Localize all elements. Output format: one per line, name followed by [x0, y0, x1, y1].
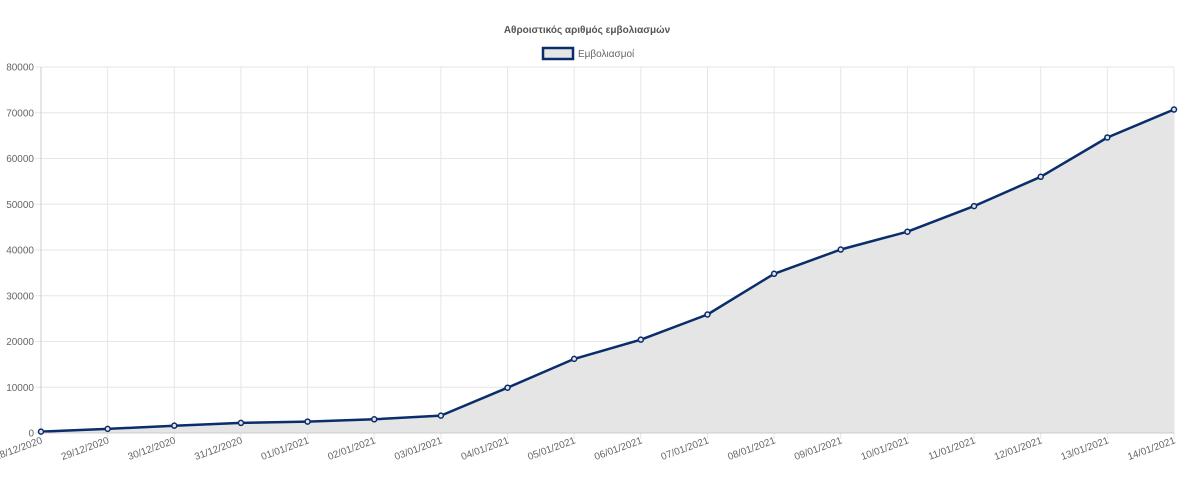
x-tick-label: 05/01/2021	[526, 435, 577, 463]
x-tick-label: 10/01/2021	[860, 435, 911, 463]
x-tick-label: 12/01/2021	[993, 435, 1044, 463]
x-tick-label: 07/01/2021	[660, 435, 711, 463]
data-point	[837, 246, 845, 253]
chart-title: Αθροιστικός αριθμός εμβολιασμών	[504, 25, 671, 36]
data-point	[970, 202, 978, 210]
area-layer	[40, 108, 1175, 433]
x-tick-label: 28/12/2020	[0, 435, 44, 463]
data-point	[570, 355, 578, 363]
data-points	[37, 106, 1178, 435]
data-point	[304, 418, 311, 425]
y-tick-label: 10000	[6, 383, 34, 394]
x-tick-label: 30/12/2020	[127, 435, 178, 463]
x-axis: 28/12/2020 29/12/2020 30/12/2020 31/12/2020…	[0, 432, 1177, 463]
x-tick-label: 11/01/2021	[927, 435, 978, 462]
series-area	[41, 109, 1174, 433]
y-tick-label: 60000	[6, 154, 34, 165]
x-tick-label: 06/01/2021	[593, 435, 644, 463]
data-point	[904, 228, 911, 235]
data-point	[1037, 173, 1044, 181]
data-point	[704, 311, 711, 318]
data-point	[370, 416, 378, 423]
x-tick-label: 08/01/2021	[726, 435, 777, 463]
data-point	[770, 270, 778, 278]
x-tick-label: 31/12/2020	[193, 435, 244, 463]
x-tick-label: 04/01/2021	[460, 435, 511, 463]
y-tick-label: 70000	[6, 108, 34, 119]
y-tick-label: 50000	[6, 200, 34, 211]
y-axis: 0 10000 20000 30000 40000 50000 60000 70000 8000…	[6, 63, 42, 440]
data-point	[504, 384, 511, 391]
data-point	[171, 422, 178, 429]
y-tick-label: 30000	[6, 291, 34, 302]
x-tick-label: 09/01/2021	[793, 435, 844, 463]
x-tick-label: 29/12/2020	[60, 435, 111, 463]
x-tick-label: 03/01/2021	[393, 435, 444, 463]
data-point	[637, 336, 645, 343]
y-tick-label: 40000	[6, 246, 34, 257]
legend[interactable]: Εμβολιασμοί	[541, 46, 635, 61]
data-point	[1170, 106, 1178, 113]
data-point	[437, 412, 445, 419]
x-tick-label: 14/01/2021	[1126, 435, 1177, 463]
x-tick-label: 01/01/2021	[260, 435, 311, 463]
y-tick-label: 0	[28, 429, 34, 440]
x-tick-label: 13/01/2021	[1060, 435, 1111, 463]
data-point	[37, 428, 45, 435]
series-line	[40, 108, 1175, 433]
x-tick-label: 02/01/2021	[326, 435, 377, 463]
legend-swatch	[541, 46, 575, 61]
legend-label: Εμβολιασμοί	[578, 48, 635, 60]
y-tick-label: 80000	[6, 63, 34, 74]
y-tick-label: 20000	[6, 337, 34, 348]
data-point	[1104, 134, 1111, 141]
data-point	[237, 419, 245, 427]
data-point	[104, 425, 111, 433]
